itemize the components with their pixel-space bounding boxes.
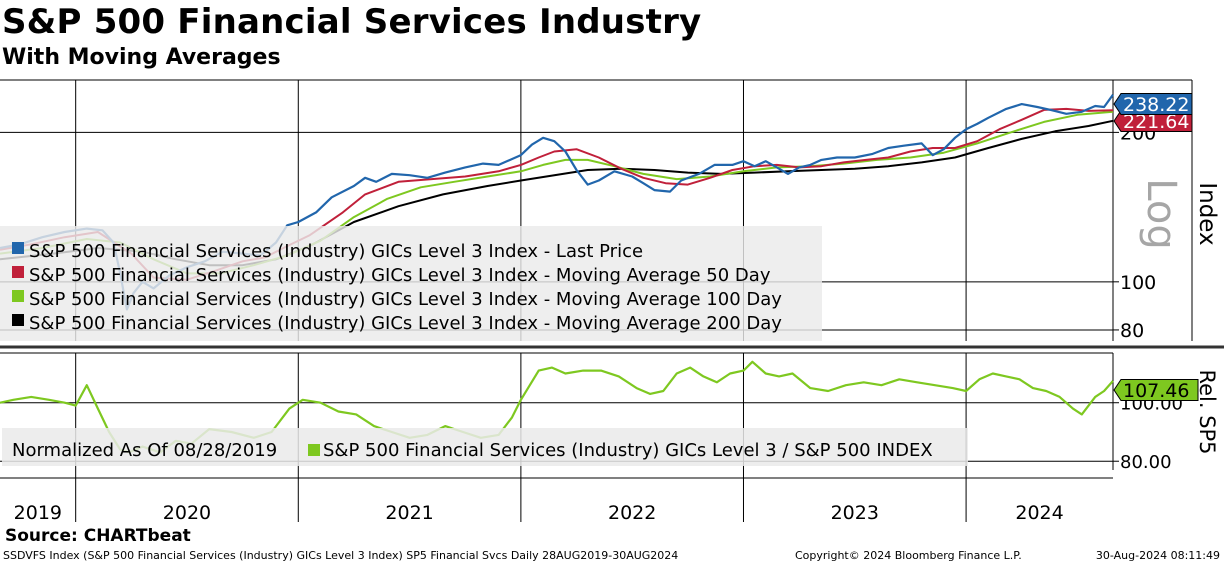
log-scale-note: Log	[1138, 178, 1184, 249]
year-label: 2022	[608, 502, 656, 524]
year-label: 2020	[163, 502, 211, 524]
bottom-ytick-label: 80.00	[1120, 452, 1172, 473]
year-label: 2019	[14, 502, 62, 524]
bottom-legend-box	[2, 428, 968, 466]
top-axis-title: Index	[1194, 182, 1220, 245]
page-title: S&P 500 Financial Services Industry	[2, 2, 702, 42]
source-label: Source: CHARTbeat	[5, 526, 191, 546]
year-label: 2023	[831, 502, 879, 524]
top-legend-box	[0, 226, 822, 341]
year-label: 2024	[1015, 502, 1063, 524]
footer-description: SSDVFS Index (S&P 500 Financial Services…	[3, 549, 679, 562]
legend-label-ma200: S&P 500 Financial Services (Industry) GI…	[29, 313, 782, 334]
year-label: 2021	[385, 502, 433, 524]
footer-copyright: Copyright© 2024 Bloomberg Finance L.P.	[795, 549, 1022, 562]
bottom-legend-swatch	[308, 444, 320, 456]
legend-label-last: S&P 500 Financial Services (Industry) GI…	[29, 241, 643, 262]
top-ytick-label: 100	[1120, 272, 1156, 294]
legend-label-ma100: S&P 500 Financial Services (Industry) GI…	[29, 289, 782, 310]
last-value-last-price-tag-label: 238.22	[1123, 94, 1189, 116]
last-value-relative-tag-label: 107.46	[1123, 380, 1189, 402]
legend-swatch-ma100	[12, 290, 24, 302]
last-value-ma50-tag-label: 221.64	[1123, 111, 1189, 133]
legend-swatch-ma50	[12, 266, 24, 278]
bottom-axis-title: Rel. SP5	[1195, 369, 1219, 454]
last-value-last-price-tag	[1113, 93, 1193, 115]
bottom-legend-prefix: Normalized As Of 08/28/2019	[12, 440, 277, 461]
bottom-legend-label: S&P 500 Financial Services (Industry) GI…	[323, 440, 933, 461]
footer-timestamp: 30-Aug-2024 08:11:49	[1095, 549, 1220, 562]
page-subtitle: With Moving Averages	[2, 45, 281, 70]
top-ytick-label: 80	[1120, 320, 1144, 342]
legend-swatch-last	[12, 242, 24, 254]
legend-label-ma50: S&P 500 Financial Services (Industry) GI…	[29, 265, 771, 286]
legend-swatch-ma200	[12, 314, 24, 326]
last-value-relative-tag	[1113, 379, 1199, 401]
